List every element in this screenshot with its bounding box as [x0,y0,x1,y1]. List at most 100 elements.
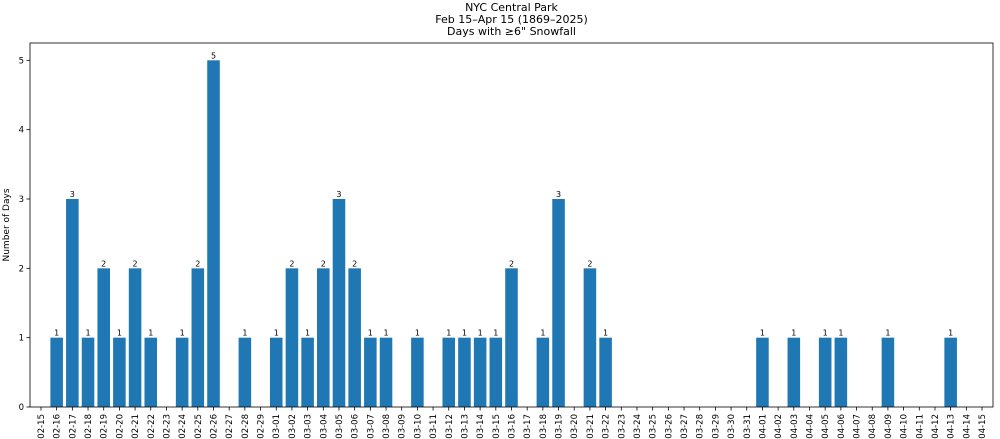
bar-value-label: 1 [446,329,451,338]
bar-value-label: 2 [289,259,294,268]
x-tick-label: 04-06 [837,414,847,439]
bar-value-label: 1 [885,329,890,338]
bar-04-03 [787,337,801,407]
x-tick-label: 03-28 [696,414,706,439]
x-tick-label: 03-22 [602,414,612,439]
x-tick-label: 02-15 [37,414,47,439]
bar-value-label: 2 [101,259,106,268]
x-tick-label: 03-30 [727,414,737,439]
x-tick-label: 02-27 [225,414,235,439]
x-tick-label: 02-17 [68,414,78,439]
bar-02-21 [128,268,142,407]
bar-value-label: 3 [556,190,561,199]
x-tick-label: 04-10 [900,414,910,439]
bar-04-09 [881,337,895,407]
bar-02-22 [144,337,158,407]
x-tick-label: 02-25 [194,414,204,439]
bar-value-label: 2 [509,259,514,268]
bar-03-21 [583,268,597,407]
x-tick-label: 03-09 [398,414,408,439]
plot-area-border [29,42,994,408]
bar-03-06 [348,268,361,407]
x-tick-label: 04-07 [853,414,863,439]
bar-03-05 [332,199,346,407]
bar-value-label: 1 [478,329,483,338]
x-tick-label: 04-13 [947,414,957,439]
bar-03-07 [364,337,377,407]
x-tick-label: 02-19 [100,414,110,439]
title-line-2: Feb 15–Apr 15 (1869–2025) [435,13,588,26]
x-tick-label: 04-11 [915,414,925,439]
bar-value-label: 1 [493,329,498,338]
bars-group [50,60,957,407]
x-tick-label: 02-16 [53,414,63,439]
title-line-1: NYC Central Park [465,1,558,14]
bar-03-08 [379,337,393,407]
bar-04-13 [944,337,957,407]
x-tick-label: 03-08 [382,414,392,439]
bar-value-label: 3 [336,190,341,199]
x-tick-label: 03-16 [508,414,518,439]
x-tick-label: 03-31 [743,414,753,439]
bar-03-01 [269,337,283,407]
x-tick-label: 03-06 [351,414,361,439]
bar-03-10 [411,337,424,407]
x-axis: 02-15 02-16 02-17 02-18 02-19 02-20 02-21 02-22… [37,407,988,439]
y-axis-label: Number of Days [2,188,12,261]
bar-value-label: 1 [54,329,59,338]
y-tick-label: 3 [19,195,24,205]
bar-labels-group: 1 3 1 2 1 2 1 1 2 5 1 1 2 1 2 3 2 1 1 1 1 1 1 1 2 1 3 2 1 1 1 1 1 1 1 [54,51,953,337]
x-tick-label: 03-17 [523,414,533,439]
bar-03-12 [442,337,456,407]
bar-02-24 [175,337,189,407]
bar-04-06 [834,337,848,407]
bar-02-18 [81,337,95,407]
x-tick-label: 04-09 [884,414,894,439]
x-tick-label: 03-14 [476,414,486,439]
x-tick-label: 03-02 [288,414,298,439]
x-tick-label: 03-15 [492,414,502,439]
plot-frame [29,42,994,408]
y-tick-label: 5 [19,56,24,66]
bar-03-13 [458,337,471,407]
y-tick-label: 4 [19,126,24,136]
x-tick-label: 04-05 [821,414,831,439]
x-tick-label: 04-15 [978,414,988,439]
x-tick-label: 03-23 [617,414,627,439]
x-tick-label: 04-01 [758,414,768,439]
bar-03-18 [536,337,550,407]
bar-value-label: 1 [180,329,185,338]
bar-04-01 [756,337,769,407]
bar-value-label: 1 [274,329,279,338]
x-tick-label: 04-14 [962,414,972,439]
x-tick-label: 03-18 [539,414,549,439]
bar-03-02 [285,268,299,407]
y-axis-label-group: Number of Days [2,188,12,261]
x-tick-label: 02-29 [257,414,267,439]
bar-value-label: 2 [321,259,326,268]
bar-value-label: 1 [948,329,953,338]
x-tick-label: 02-24 [178,414,188,439]
bar-value-label: 5 [211,51,216,60]
x-tick-label: 03-25 [649,414,659,439]
x-tick-label: 03-26 [664,414,674,439]
bar-02-19 [97,268,110,407]
bar-value-label: 1 [148,329,153,338]
bar-02-17 [66,199,79,407]
bar-value-label: 2 [133,259,138,268]
x-tick-label: 03-13 [460,414,470,439]
x-tick-label: 04-08 [868,414,878,439]
bar-value-label: 1 [462,329,467,338]
x-tick-label: 03-24 [633,414,643,439]
x-tick-label: 03-03 [304,414,314,439]
bar-02-28 [238,337,252,407]
bar-02-25 [191,268,205,407]
x-tick-label: 02-22 [147,414,157,439]
y-axis: 0 1 2 3 4 5 [19,56,30,413]
x-tick-label: 02-23 [162,414,172,439]
x-tick-label: 02-18 [84,414,94,439]
x-tick-label: 03-10 [413,414,423,439]
